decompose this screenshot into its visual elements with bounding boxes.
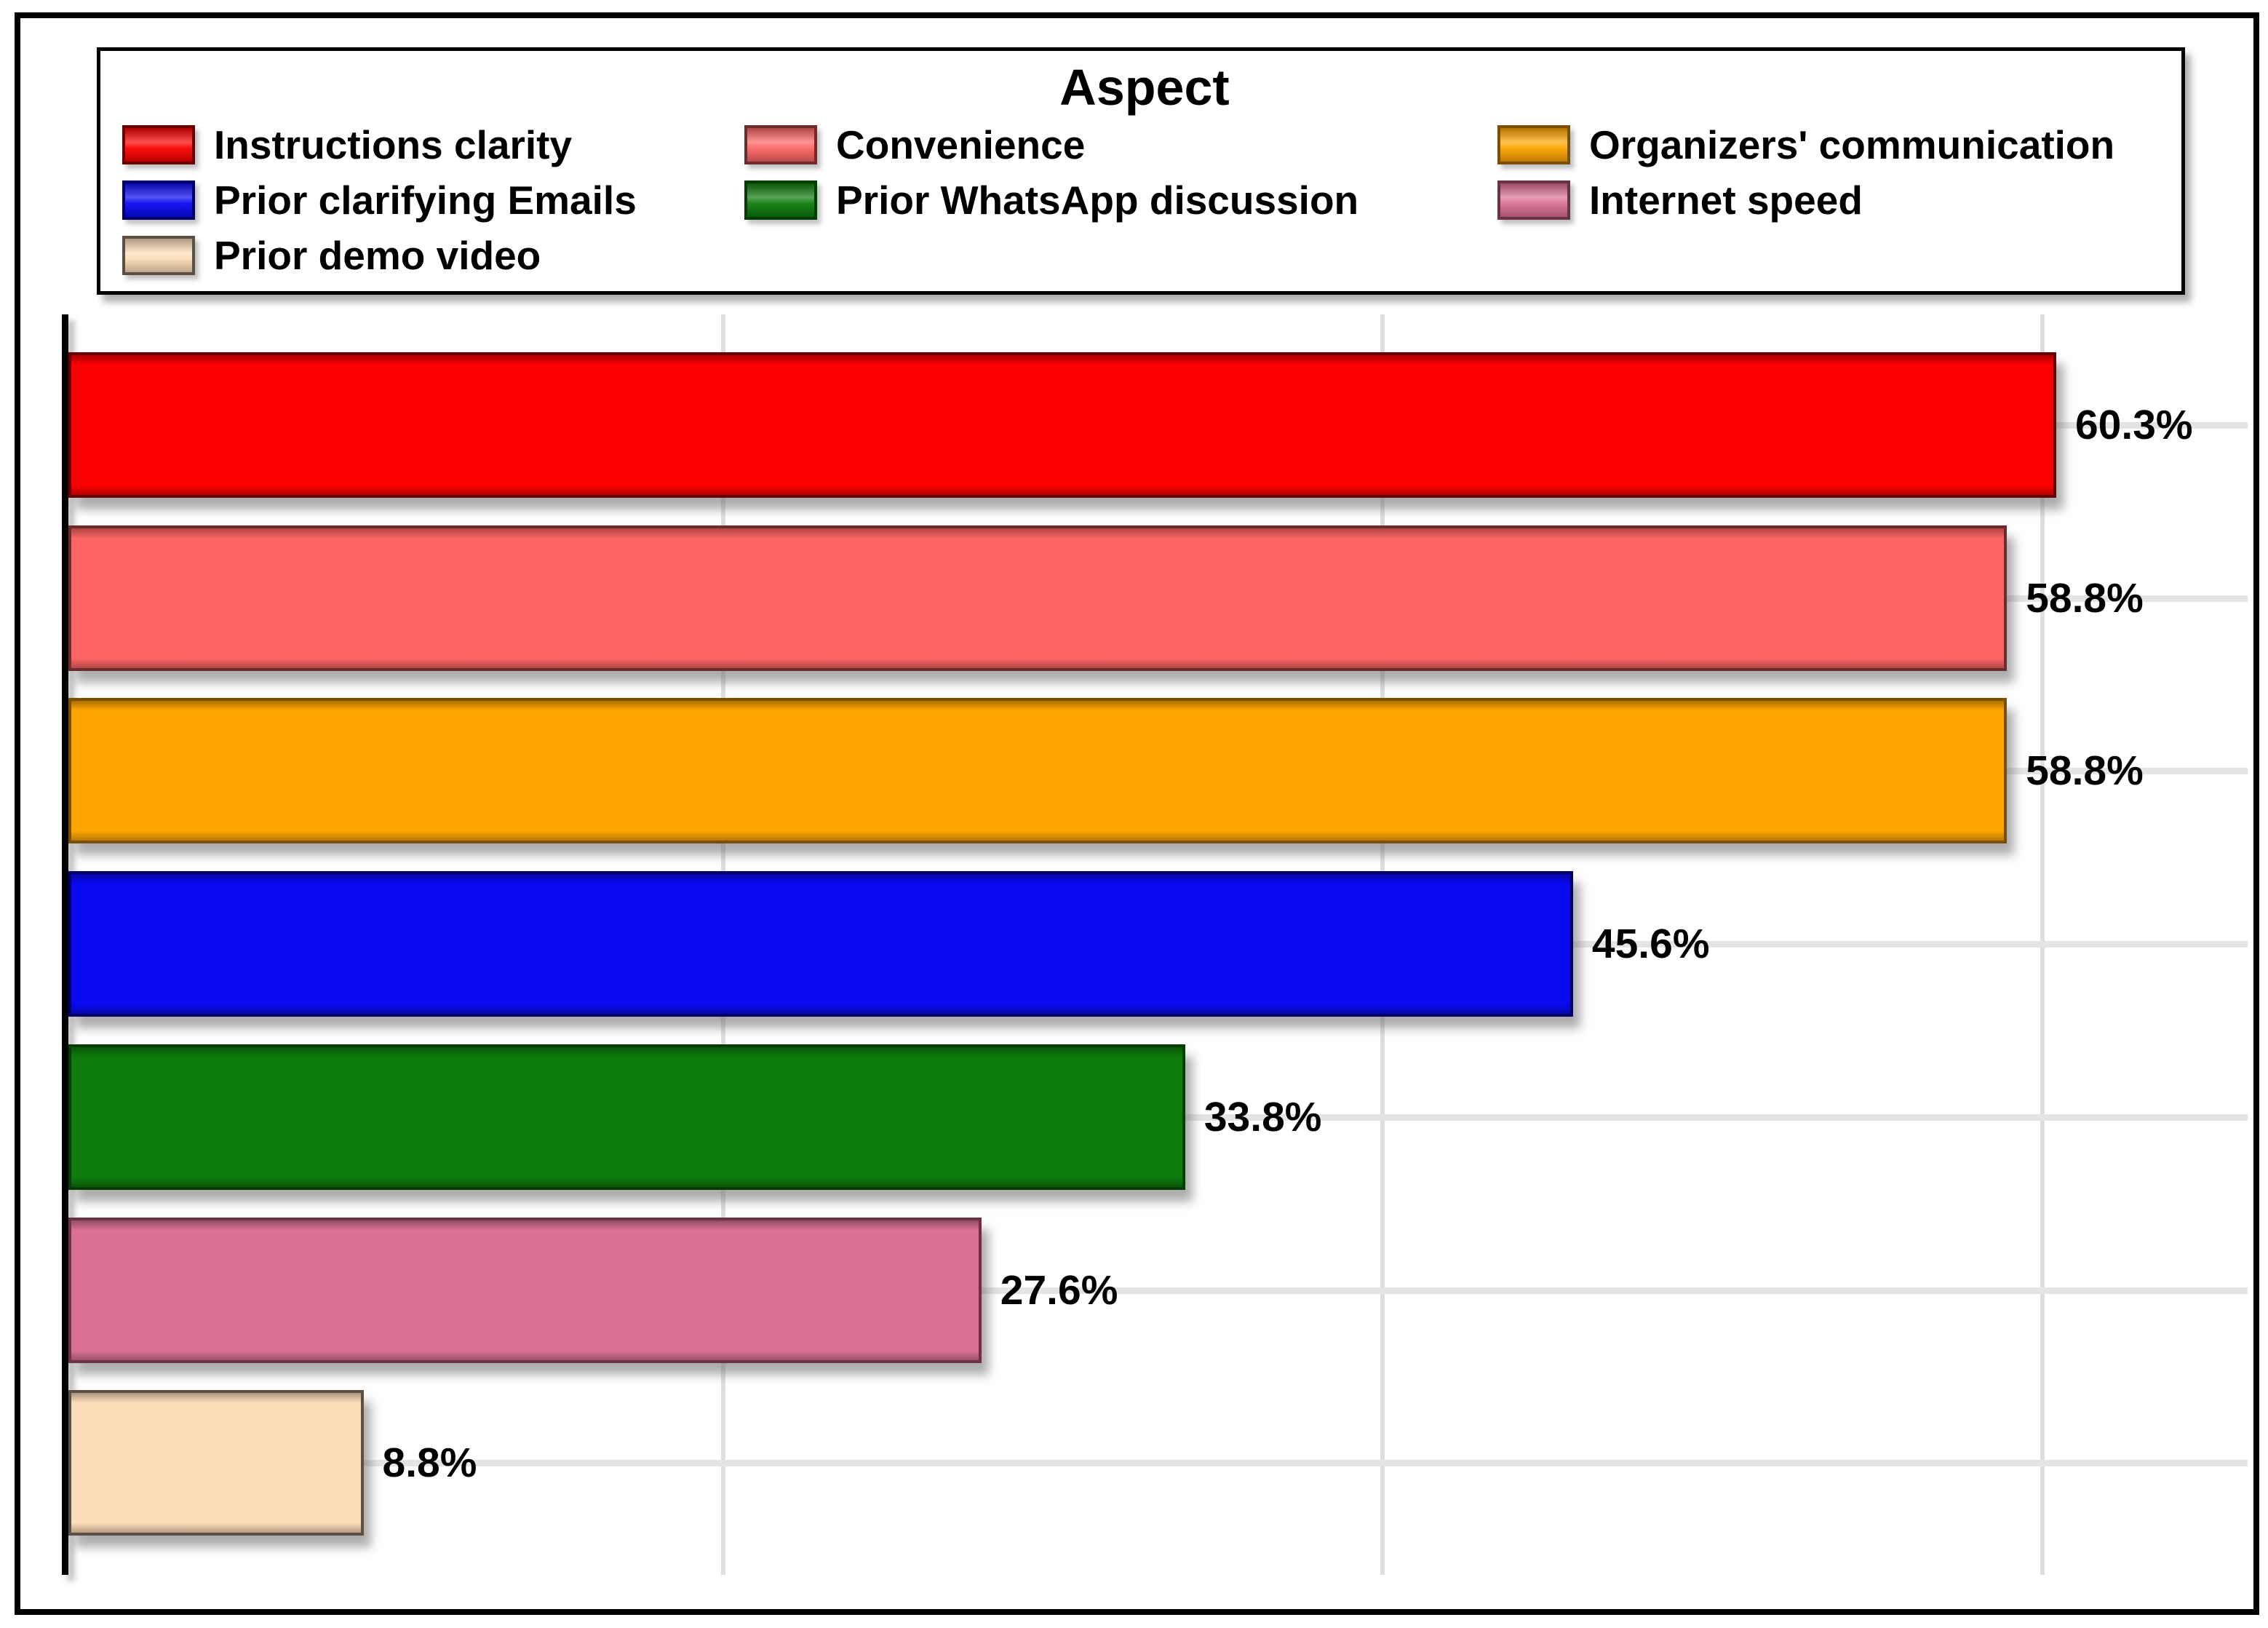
bar-convenience [68, 525, 2008, 671]
bar-row: 58.8% [68, 698, 2248, 844]
bars-container: 60.3% 58.8% 58.8% 45.6% 33.8% 27.6% 8.8% [68, 314, 2248, 1575]
bar-prior-clarifying-emails [68, 871, 1573, 1017]
legend-swatch-icon [744, 125, 817, 164]
legend-grid: Instructions clarity Convenience Organizer… [122, 122, 2167, 278]
legend-swatch-icon [122, 125, 195, 164]
legend-item: Internet speed [1497, 178, 2167, 223]
bar-row: 45.6% [68, 871, 2248, 1017]
legend-title: Aspect [1059, 59, 1230, 116]
bar-value-label: 60.3% [2074, 402, 2193, 448]
bar-value-label: 45.6% [1591, 921, 1710, 968]
bar-organizers-communication [68, 698, 2008, 844]
bar-internet-speed [68, 1217, 982, 1363]
legend-swatch-icon [1497, 125, 1570, 164]
bar-instructions-clarity [68, 352, 2056, 498]
legend-item: Convenience [744, 122, 1497, 167]
legend-item-label: Prior demo video [214, 233, 541, 278]
legend-item-label: Prior WhatsApp discussion [836, 178, 1359, 223]
legend-item: Prior demo video [122, 233, 744, 278]
legend-item: Instructions clarity [122, 122, 744, 167]
legend-item-label: Instructions clarity [214, 122, 573, 167]
bar-value-label: 33.8% [1203, 1093, 1322, 1140]
legend-item: Organizers' communication [1497, 122, 2167, 167]
legend-item-label: Organizers' communication [1589, 122, 2115, 167]
legend-item-label: Internet speed [1589, 178, 1863, 223]
y-axis-line [62, 314, 68, 1575]
legend-item: Prior clarifying Emails [122, 178, 744, 223]
legend-swatch-icon [122, 180, 195, 220]
category-gridline [62, 1287, 2248, 1294]
plot-area: 60.3% 58.8% 58.8% 45.6% 33.8% 27.6% 8.8% [62, 314, 2248, 1575]
bar-row: 60.3% [68, 352, 2248, 498]
bar-row: 33.8% [68, 1044, 2248, 1190]
figure-border: Aspect Instructions clarity Convenience Or… [15, 12, 2259, 1615]
bar-row: 8.8% [68, 1390, 2248, 1536]
category-gridline [62, 1460, 2248, 1467]
legend-swatch-icon [744, 180, 817, 220]
legend-swatch-icon [1497, 180, 1570, 220]
bar-prior-demo-video [68, 1390, 364, 1536]
bar-value-label: 8.8% [382, 1440, 477, 1487]
legend-item-label: Convenience [836, 122, 1086, 167]
bar-value-label: 27.6% [1000, 1266, 1118, 1314]
bar-row: 58.8% [68, 525, 2248, 671]
legend-box: Aspect Instructions clarity Convenience Or… [97, 47, 2185, 295]
bar-row: 27.6% [68, 1217, 2248, 1363]
legend-item-label: Prior clarifying Emails [214, 178, 637, 223]
bar-prior-whatsapp-discussion [68, 1044, 1185, 1190]
bar-value-label: 58.8% [2026, 574, 2144, 622]
legend-swatch-icon [122, 236, 195, 275]
legend-item: Prior WhatsApp discussion [744, 178, 1497, 223]
bar-value-label: 58.8% [2026, 747, 2144, 795]
